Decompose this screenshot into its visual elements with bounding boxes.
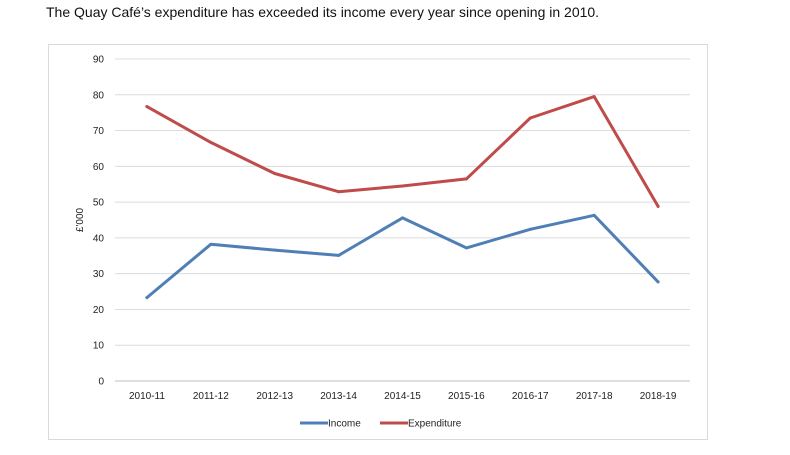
data-point: [656, 280, 660, 284]
data-point: [145, 296, 149, 300]
data-point: [656, 204, 660, 208]
legend-label-income: Income: [328, 419, 361, 430]
data-point: [209, 140, 213, 144]
x-axis-ticks: 2010-11 2011-12 2012-13 2013-14 2014-15 2015-…: [129, 391, 677, 402]
y-axis-ticks: 0 10 20 30 40 50 60 70 80 90: [93, 55, 105, 388]
data-point: [592, 95, 596, 99]
series-lines: [145, 95, 660, 300]
y-tick-label: 70: [93, 126, 105, 137]
x-tick-label: 2011-12: [193, 391, 229, 402]
legend: Income Expenditure: [300, 419, 462, 430]
y-axis-label: £'000: [75, 207, 86, 232]
y-tick-label: 20: [93, 305, 105, 316]
series-line-income: [145, 213, 660, 300]
legend-label-expenditure: Expenditure: [408, 419, 462, 430]
x-tick-label: 2015-16: [448, 391, 485, 402]
x-tick-label: 2010-11: [129, 391, 165, 402]
data-point: [401, 216, 404, 220]
chart-caption: The Quay Café’s expenditure has exceeded…: [46, 4, 600, 20]
data-point: [464, 177, 468, 181]
y-tick-label: 40: [93, 233, 105, 244]
x-tick-label: 2014-15: [384, 391, 421, 402]
data-point: [273, 248, 277, 252]
x-tick-label: 2013-14: [320, 391, 357, 402]
y-tick-label: 50: [93, 198, 105, 209]
data-point: [528, 116, 532, 120]
gridlines: [115, 58, 690, 382]
data-point: [464, 246, 468, 250]
y-tick-label: 90: [93, 55, 105, 66]
chart-frame: [48, 44, 708, 440]
y-tick-label: 80: [93, 90, 105, 101]
data-point: [145, 105, 149, 109]
x-tick-label: 2017-18: [576, 391, 613, 402]
data-point: [401, 184, 404, 188]
y-tick-label: 0: [98, 377, 104, 388]
data-point: [592, 213, 596, 217]
x-tick-label: 2018-19: [640, 391, 677, 402]
data-point: [337, 253, 341, 257]
data-point: [528, 227, 532, 231]
y-tick-label: 60: [93, 162, 105, 173]
series-line-expenditure: [145, 95, 660, 208]
x-tick-label: 2012-13: [256, 391, 293, 402]
y-tick-label: 10: [93, 341, 105, 352]
x-tick-label: 2016-17: [512, 391, 549, 402]
y-tick-label: 30: [93, 269, 105, 280]
data-point: [209, 242, 213, 246]
data-point: [273, 171, 277, 175]
data-point: [337, 190, 341, 194]
